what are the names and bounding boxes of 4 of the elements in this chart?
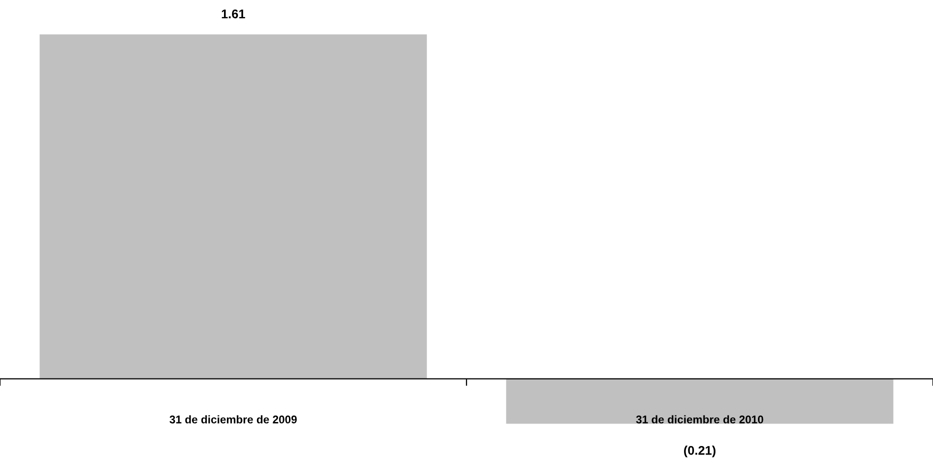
data-label: 1.61 [222, 9, 246, 18]
data-label: (0.21) [684, 446, 716, 458]
x-tick-label: 31 de diciembre de 2009 [170, 415, 297, 424]
x-tick-label: 31 de diciembre de 2010 [636, 415, 764, 424]
